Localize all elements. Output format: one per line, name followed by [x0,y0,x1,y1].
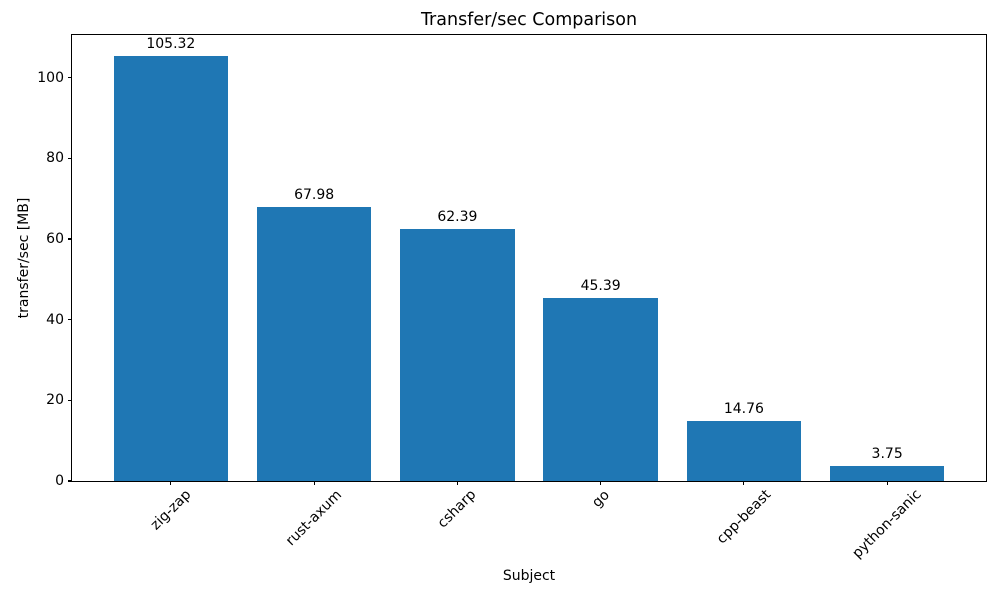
x-tick-label: zig-zap [147,486,195,534]
y-axis-label: transfer/sec [MB] [16,197,32,319]
y-tick-mark [68,77,72,79]
y-tick-label: 60 [46,231,64,248]
chart-title: Transfer/sec Comparison [420,10,638,30]
bar [256,206,372,481]
bar-value-label: 105.32 [146,36,196,53]
x-tick-label: python-sanic [849,486,925,563]
y-tick-mark [68,319,72,321]
y-tick-mark [68,157,72,159]
x-axis-label: Subject [502,568,556,584]
x-tick-mark [600,481,602,485]
bar [400,229,515,481]
y-tick-label: 20 [46,392,64,409]
bar-value-label: 14.76 [723,401,764,418]
y-tick-label: 40 [46,311,64,328]
bar [113,56,229,481]
y-tick-mark [68,399,72,401]
bar-value-label: 62.39 [437,209,478,226]
bar-value-label: 45.39 [580,277,621,294]
x-tick-label: go [588,486,613,511]
x-tick-label: cpp-beast [713,486,775,548]
x-tick-mark [886,481,888,485]
x-tick-mark [313,481,315,485]
bar [543,297,658,481]
y-tick-label: 80 [46,150,64,167]
x-tick-mark [170,481,172,485]
x-tick-mark [456,481,458,485]
x-tick-label: csharp [435,486,480,532]
bar [686,421,802,481]
bar [829,465,945,481]
y-tick-mark [68,238,72,240]
x-tick-mark [743,481,745,485]
x-tick-label: rust-axum [283,487,346,550]
bar-value-label: 67.98 [294,186,335,203]
y-tick-label: 100 [37,69,64,86]
y-tick-mark [68,480,72,482]
y-tick-label: 0 [55,473,64,489]
bar-value-label: 3.75 [871,445,903,462]
